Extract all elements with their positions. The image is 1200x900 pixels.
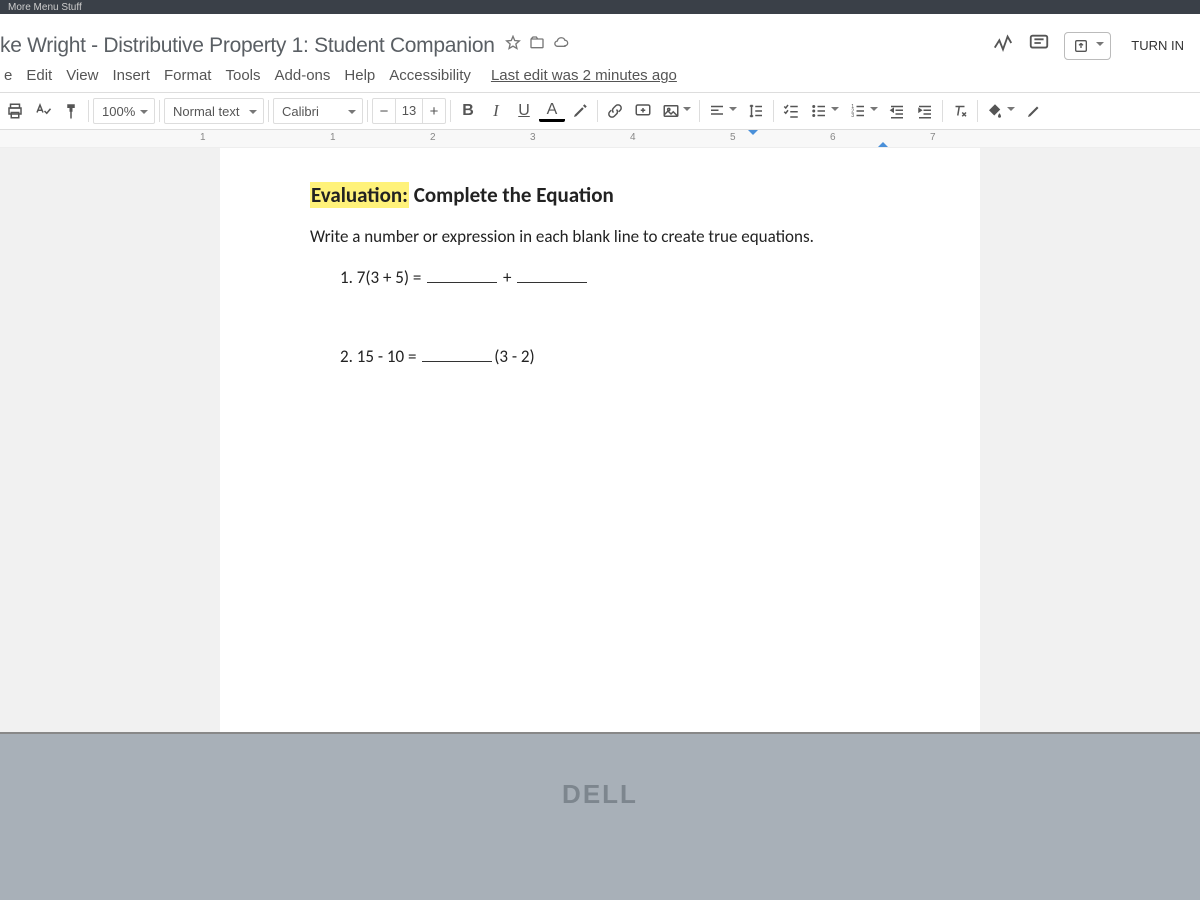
- decrease-indent-button[interactable]: [884, 98, 910, 124]
- ruler-tick: 3: [530, 132, 536, 143]
- google-docs-app: ke Wright - Distributive Property 1: Stu…: [0, 14, 1200, 734]
- title-bar: ke Wright - Distributive Property 1: Stu…: [0, 14, 1200, 65]
- svg-text:3: 3: [851, 113, 854, 119]
- title-icons: [505, 35, 569, 56]
- browser-tab-fragment: More Menu Stuff: [0, 0, 1200, 14]
- bulleted-list-button[interactable]: [806, 98, 843, 124]
- chevron-down-icon: [1096, 42, 1104, 50]
- menu-bar: e Edit View Insert Format Tools Add-ons …: [0, 65, 1200, 92]
- menu-addons[interactable]: Add-ons: [275, 67, 331, 84]
- paint-bucket-icon[interactable]: [982, 98, 1019, 124]
- toolbar: 100% Normal text Calibri − 13 + B I U A: [0, 92, 1200, 130]
- print-icon[interactable]: [2, 98, 28, 124]
- document-canvas: Evaluation: Complete the Equation Write …: [0, 148, 1200, 732]
- ruler-tick: 4: [630, 132, 636, 143]
- font-size-control: − 13 +: [372, 98, 446, 124]
- problem-text: 1. 7(3 + 5) =: [340, 267, 425, 288]
- underline-button[interactable]: U: [511, 98, 537, 124]
- chevron-down-icon: [831, 107, 839, 115]
- paint-format-icon[interactable]: [58, 98, 84, 124]
- menu-help[interactable]: Help: [344, 67, 375, 84]
- blank-line[interactable]: [422, 348, 492, 362]
- fontsize-increase-button[interactable]: +: [423, 103, 445, 120]
- instructions-text: Write a number or expression in each bla…: [310, 226, 890, 247]
- zoom-select[interactable]: 100%: [93, 98, 155, 124]
- ruler-margin-marker[interactable]: [878, 137, 888, 147]
- insert-comment-button[interactable]: [630, 98, 656, 124]
- ruler-tick: 1: [200, 132, 206, 143]
- problem-text: +: [499, 267, 515, 288]
- problem-1: 1. 7(3 + 5) = +: [340, 267, 890, 288]
- paragraph-style-select[interactable]: Normal text: [164, 98, 264, 124]
- highlight-button[interactable]: [567, 98, 593, 124]
- header-right-controls: TURN IN: [992, 28, 1200, 63]
- highlighted-label: Evaluation:: [310, 182, 409, 208]
- spellcheck-icon[interactable]: [30, 98, 56, 124]
- heading-text: Complete the Equation: [409, 182, 614, 208]
- ruler-indent-marker[interactable]: [748, 130, 758, 140]
- chevron-down-icon: [683, 107, 691, 115]
- numbered-list-button[interactable]: 123: [845, 98, 882, 124]
- clear-formatting-button[interactable]: [947, 98, 973, 124]
- chevron-down-icon: [1007, 107, 1015, 115]
- ruler-tick: 2: [430, 132, 436, 143]
- menu-insert[interactable]: Insert: [112, 67, 150, 84]
- blank-line[interactable]: [517, 269, 587, 283]
- document-page[interactable]: Evaluation: Complete the Equation Write …: [220, 148, 980, 732]
- insert-image-button[interactable]: [658, 98, 695, 124]
- chevron-down-icon: [729, 107, 737, 115]
- laptop-brand-label: DELL: [0, 779, 1200, 810]
- section-heading: Evaluation: Complete the Equation: [310, 182, 890, 208]
- turn-in-button[interactable]: TURN IN: [1125, 28, 1190, 63]
- ruler-tick: 1: [330, 132, 336, 143]
- menu-file[interactable]: e: [4, 67, 12, 84]
- bold-button[interactable]: B: [455, 98, 481, 124]
- menu-view[interactable]: View: [66, 67, 98, 84]
- horizontal-ruler[interactable]: 1 1 2 3 4 5 6 7: [0, 130, 1200, 148]
- blank-line[interactable]: [427, 269, 497, 283]
- fontsize-value[interactable]: 13: [395, 99, 423, 123]
- activity-icon[interactable]: [992, 32, 1014, 59]
- comments-icon[interactable]: [1028, 32, 1050, 59]
- text-color-button[interactable]: A: [539, 100, 565, 122]
- problem-2: 2. 15 - 10 = (3 - 2): [340, 346, 890, 367]
- font-select[interactable]: Calibri: [273, 98, 363, 124]
- document-title[interactable]: ke Wright - Distributive Property 1: Stu…: [0, 34, 495, 58]
- last-edit-link[interactable]: Last edit was 2 minutes ago: [491, 67, 677, 84]
- line-spacing-button[interactable]: [743, 98, 769, 124]
- chevron-down-icon: [870, 107, 878, 115]
- move-icon[interactable]: [529, 35, 545, 56]
- ruler-tick: 7: [930, 132, 936, 143]
- menu-tools[interactable]: Tools: [225, 67, 260, 84]
- star-icon[interactable]: [505, 35, 521, 56]
- problem-text: 2. 15 - 10 =: [340, 346, 420, 367]
- fontsize-decrease-button[interactable]: −: [373, 103, 395, 120]
- ruler-tick: 5: [730, 132, 736, 143]
- italic-button[interactable]: I: [483, 98, 509, 124]
- ruler-tick: 6: [830, 132, 836, 143]
- menu-format[interactable]: Format: [164, 67, 212, 84]
- menu-accessibility[interactable]: Accessibility: [389, 67, 471, 84]
- align-button[interactable]: [704, 98, 741, 124]
- menu-edit[interactable]: Edit: [26, 67, 52, 84]
- insert-link-button[interactable]: [602, 98, 628, 124]
- problem-text: (3 - 2): [494, 346, 534, 367]
- editing-mode-button[interactable]: [1021, 98, 1047, 124]
- cloud-status-icon[interactable]: [553, 35, 569, 56]
- increase-indent-button[interactable]: [912, 98, 938, 124]
- checklist-button[interactable]: [778, 98, 804, 124]
- share-button[interactable]: [1064, 32, 1111, 60]
